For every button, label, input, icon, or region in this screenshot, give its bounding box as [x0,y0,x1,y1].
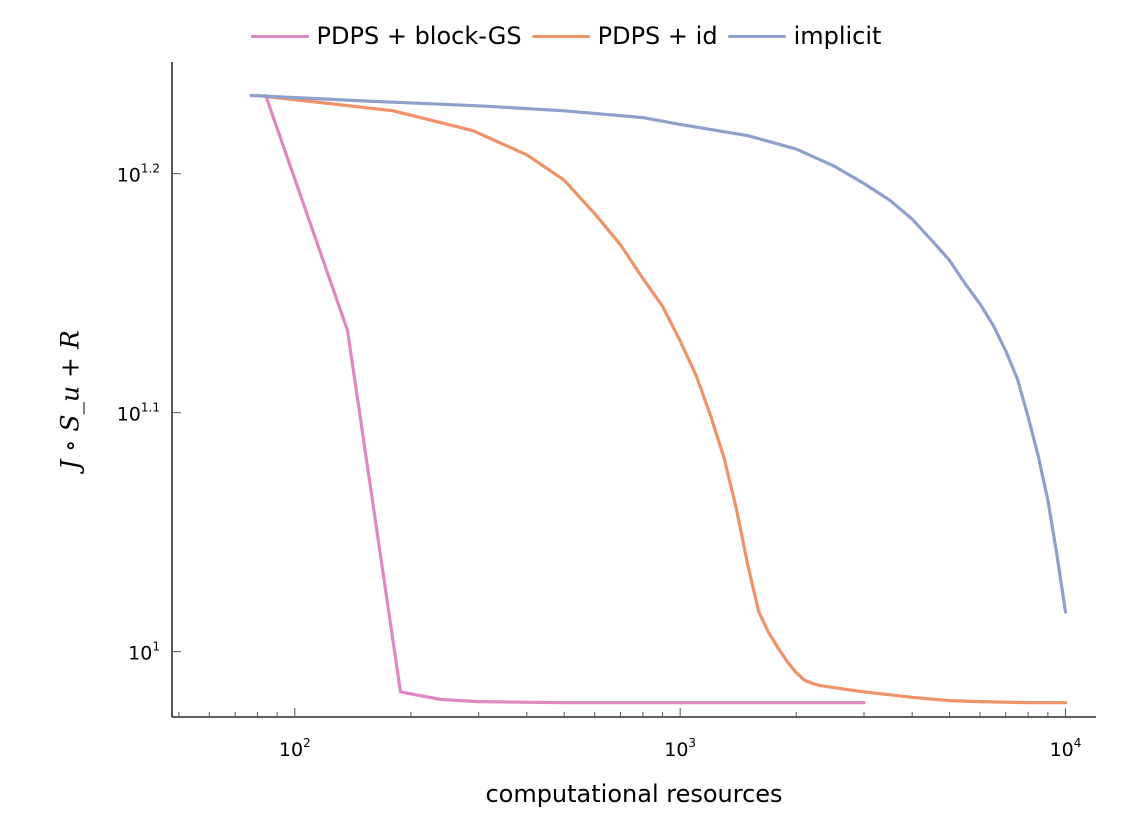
x-tick-label-exponent: 2 [303,736,311,750]
legend-swatch-id [531,34,590,38]
legend-label-block-gs: PDPS + block-GS [316,22,522,50]
y-tick-label-base: 10 [117,165,141,187]
y-tick-label-exponent: 1.1 [141,401,160,415]
x-axis-label: computational resources [485,780,783,808]
x-tick-label-base: 10 [664,739,688,761]
y-tick-label: 101.2 [117,162,160,187]
x-tick-label-exponent: 4 [1074,736,1082,750]
x-tick-label-base: 10 [279,739,303,761]
legend-swatch-implicit [727,34,786,38]
chart-axes [171,62,1096,718]
legend-label-id: PDPS + id [597,22,718,50]
legend-label-implicit: implicit [793,22,882,50]
chart-lines [249,93,1068,705]
y-axis-label: J ∘ S_u + R [55,330,85,470]
y-tick-label: 101.1 [117,401,160,426]
legend-entry-implicit: implicit [727,22,882,50]
x-tick-label-exponent: 3 [688,736,696,750]
y-tick-label-base: 10 [117,404,141,426]
legend-entry-id: PDPS + id [531,22,718,50]
legend-entry-block-gs: PDPS + block-GS [250,22,522,50]
series-line-implicit [249,93,1068,614]
y-axis-label-wrap: J ∘ S_u + R [50,300,90,500]
y-tick-label-exponent: 1 [152,640,160,654]
series-line-id [255,93,1068,705]
legend-swatch-block-gs [250,34,309,38]
x-tick-label: 104 [1050,736,1082,761]
chart-legend: PDPS + block-GS PDPS + id implicit [0,18,1132,54]
x-tick-label: 103 [664,736,696,761]
y-tick-label: 101 [128,640,160,665]
series-line-block-gs [264,93,866,705]
y-tick-label-base: 10 [128,643,152,665]
x-tick-label-base: 10 [1050,739,1074,761]
x-tick-label: 102 [279,736,311,761]
y-tick-label-exponent: 1.2 [141,162,160,176]
